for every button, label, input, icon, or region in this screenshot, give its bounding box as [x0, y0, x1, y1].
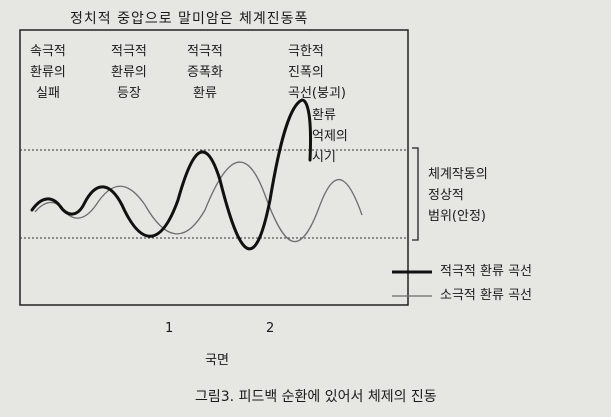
- page-title: 정치적 중압으로 말미암은 체계진동폭: [70, 11, 309, 27]
- stage-label-2: 적극적 환류의 등장: [111, 41, 147, 104]
- stage-label-4-line-3: 곡선(붕괴): [288, 86, 346, 101]
- legend-active-label: 적극적 환류 곡선: [440, 264, 532, 279]
- active-feedback-curve: [30, 98, 312, 251]
- stage-label-1: 속극적 환류의 실패: [30, 41, 66, 104]
- phase-number-2: 2: [266, 321, 275, 336]
- stage-label-1-line-1: 속극적: [30, 44, 66, 59]
- stage-label-4-line-1: 극한적: [288, 44, 324, 59]
- suppression-label-line-3: 시기: [312, 150, 336, 165]
- stable-range-label: 체계작동의 정상적 범위(안정): [428, 164, 488, 227]
- stage-label-4: 극한적 진폭의 곡선(붕괴): [288, 41, 346, 104]
- suppression-label-line-2: 억제의: [312, 129, 348, 144]
- stage-label-3-line-3: 환류: [192, 86, 217, 101]
- diagram-frame: [19, 29, 409, 306]
- stage-label-3-line-1: 적극적: [187, 44, 223, 59]
- stage-label-1-line-3: 실패: [35, 86, 60, 101]
- phase-number-1: 1: [165, 321, 174, 336]
- stage-label-3-line-2: 증폭화: [187, 65, 223, 80]
- legend-passive-label: 소극적 환류 곡선: [440, 288, 532, 303]
- stage-label-2-line-3: 등장: [116, 86, 141, 101]
- stable-range-label-line-2: 정상적: [428, 188, 464, 203]
- suppression-label: 환류 억제의 시기: [312, 105, 348, 168]
- x-axis-label: 국면: [205, 353, 229, 368]
- stage-label-2-line-2: 환류의: [111, 65, 147, 80]
- figure-caption: 그림3. 피드백 순환에 있어서 체제의 진동: [195, 389, 437, 405]
- suppression-label-line-1: 환류: [312, 108, 336, 123]
- stage-label-4-line-2: 진폭의: [288, 65, 324, 80]
- stage-label-2-line-1: 적극적: [111, 44, 147, 59]
- passive-feedback-curve: [34, 161, 363, 242]
- stage-label-3: 적극적 증폭화 환류: [187, 41, 223, 104]
- stable-range-label-line-3: 범위(안정): [428, 209, 486, 224]
- stage-label-1-line-2: 환류의: [30, 65, 66, 80]
- stable-range-label-line-1: 체계작동의: [428, 167, 488, 182]
- range-bracket: [412, 147, 419, 241]
